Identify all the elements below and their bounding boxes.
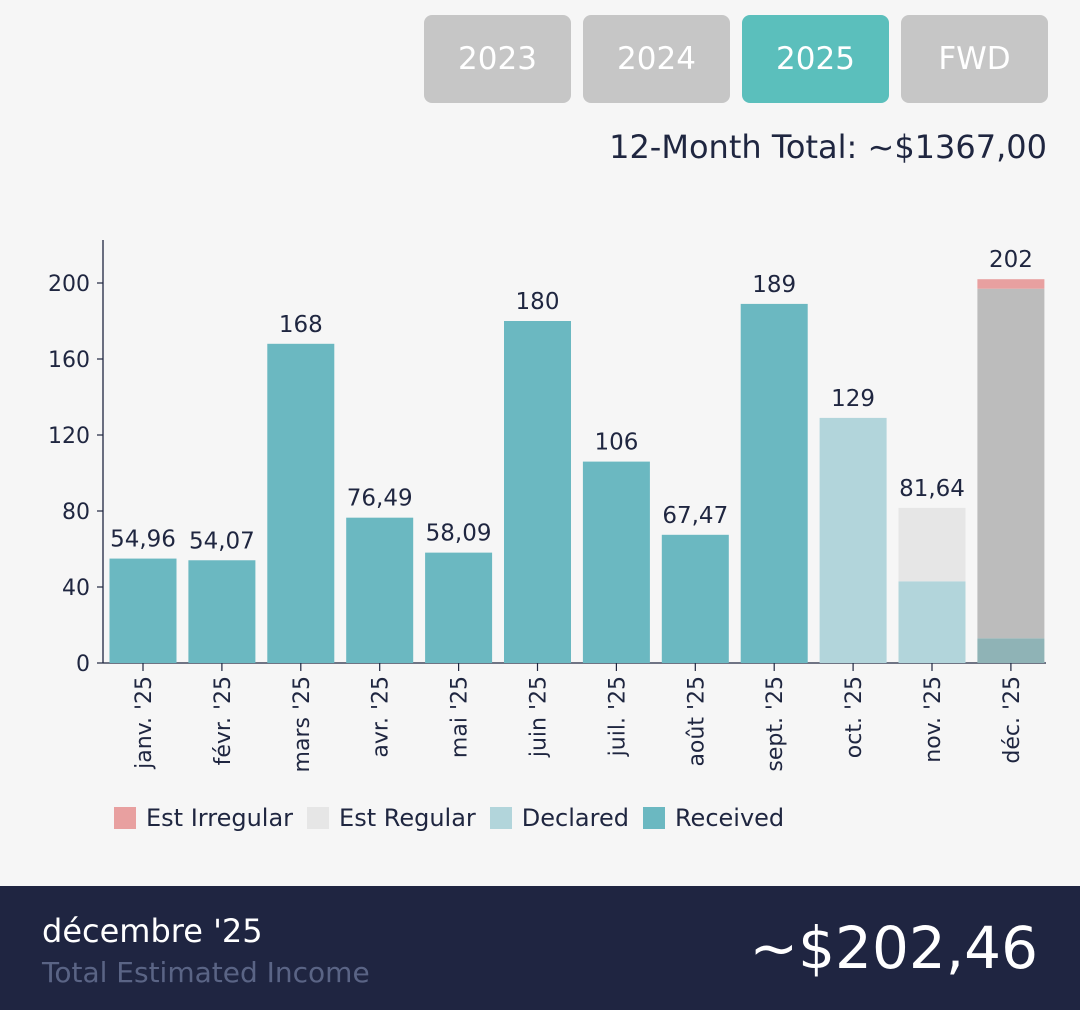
legend-item-est-regular[interactable]: Est Regular [307, 804, 476, 832]
x-tick-label-2: mars '25 [290, 676, 315, 772]
tab-2025[interactable]: 2025 [742, 15, 889, 103]
x-tick-label-7: août '25 [684, 676, 709, 767]
total-estimated-income-label: Total Estimated Income [42, 956, 370, 989]
bar-11-base [977, 638, 1045, 663]
bar-0-received [109, 558, 177, 663]
selected-month-value: ~$202,46 [749, 914, 1038, 982]
income-bar-chart: 0 40 80 120 160 200 54,96 janv. '25 54,07 févr. '… [48, 240, 1046, 772]
y-tick-label-80: 80 [62, 500, 90, 525]
data-label-10: 81,64 [899, 476, 965, 502]
data-label-2: 168 [279, 312, 323, 338]
data-label-1: 54,07 [189, 528, 255, 554]
x-tick-label-5: juin '25 [527, 676, 552, 758]
y-tick-label-40: 40 [62, 576, 90, 601]
bar-5-received [504, 321, 571, 663]
legend-swatch-est-regular [307, 807, 330, 829]
data-label-5: 180 [516, 289, 560, 315]
x-tick-label-4: mai '25 [448, 676, 473, 758]
y-tick-label-160: 160 [48, 348, 90, 373]
data-label-6: 106 [594, 430, 638, 456]
bar-8-received [740, 303, 808, 663]
legend-label-est-regular: Est Regular [339, 804, 476, 832]
data-label-9: 129 [831, 386, 875, 412]
legend-label-declared: Declared [521, 804, 629, 832]
bar-1-received [188, 560, 256, 663]
tab-fwd[interactable]: FWD [901, 15, 1048, 103]
bar-7-received [661, 534, 729, 663]
bar-4-received [425, 552, 493, 663]
bar-10-declared [898, 581, 966, 663]
legend-swatch-declared [489, 807, 512, 829]
x-tick-label-11: déc. '25 [1000, 676, 1025, 764]
bar-2-received [267, 343, 335, 663]
x-tick-label-9: oct. '25 [842, 676, 867, 758]
data-label-4: 58,09 [426, 521, 492, 547]
year-tabs: 2023 2024 2025 FWD [424, 15, 1048, 103]
x-tick-label-6: juil. '25 [605, 676, 630, 757]
x-tick-label-0: janv. '25 [132, 676, 157, 770]
selected-month-footer: décembre '25 Total Estimated Income ~$20… [0, 886, 1080, 1010]
chart-legend: Est Irregular Est Regular Declared Recei… [114, 804, 784, 832]
data-label-11: 202 [989, 247, 1033, 273]
selected-month-label: décembre '25 [42, 912, 263, 950]
x-tick-label-1: févr. '25 [211, 676, 236, 765]
data-label-0: 54,96 [110, 527, 176, 553]
data-label-8: 189 [752, 272, 796, 298]
tab-2023[interactable]: 2023 [424, 15, 571, 103]
y-tick-label-0: 0 [76, 652, 90, 677]
x-tick-label-8: sept. '25 [763, 676, 788, 772]
y-tick-label-120: 120 [48, 424, 90, 449]
data-label-3: 76,49 [347, 486, 413, 512]
bar-11-irregular [977, 279, 1045, 289]
bar-3-received [346, 517, 414, 663]
legend-item-est-irregular[interactable]: Est Irregular [114, 804, 293, 832]
x-tick-label-10: nov. '25 [921, 676, 946, 763]
twelve-month-total: 12-Month Total: ~$1367,00 [609, 128, 1047, 166]
legend-swatch-received [642, 807, 665, 829]
legend-item-received[interactable]: Received [642, 804, 785, 832]
legend-swatch-est-irregular [114, 807, 136, 829]
y-tick-label-200: 200 [48, 272, 90, 297]
tab-2024[interactable]: 2024 [583, 15, 730, 103]
x-tick-label-3: avr. '25 [369, 676, 394, 758]
legend-item-declared[interactable]: Declared [489, 804, 629, 832]
bar-11-fill [977, 288, 1045, 639]
bar-10-est-regular [898, 507, 966, 582]
legend-label-received: Received [674, 804, 785, 832]
data-label-7: 67,47 [662, 503, 728, 529]
bar-9-declared [819, 417, 887, 663]
legend-label-est-irregular: Est Irregular [146, 804, 294, 832]
bar-6-received [582, 461, 650, 663]
